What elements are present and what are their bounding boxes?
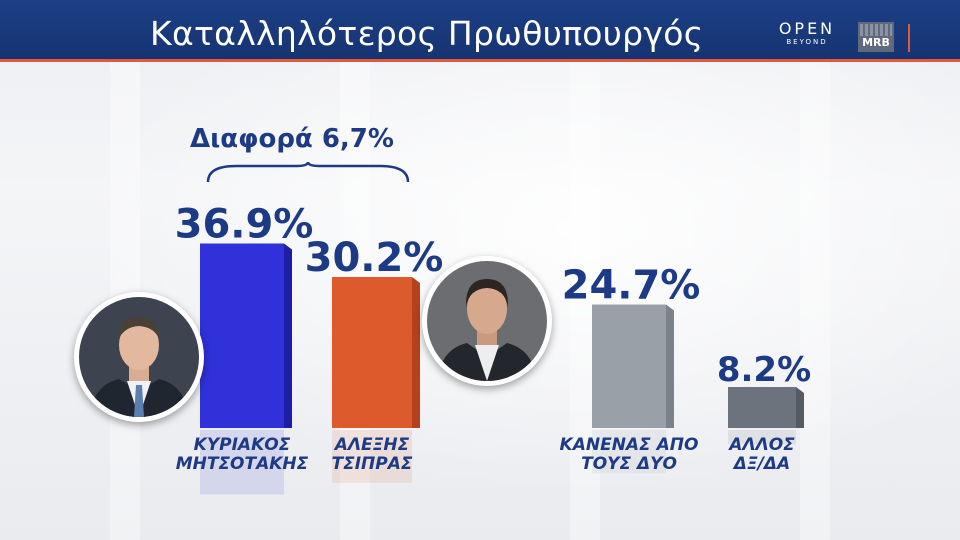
page-title: Καταλληλότερος Πρωθυπουργός [150, 14, 704, 53]
bar-reflection-3 [728, 430, 796, 445]
mitsotakis-photo [79, 297, 199, 417]
mrb-logo: MRB [858, 22, 894, 52]
value-label-2: 24.7% [562, 263, 701, 309]
category-label-0-0: ΚΥΡΙΑΚΟΣ [194, 435, 291, 455]
bar-side-0 [284, 243, 292, 428]
category-label-3-0: ΑΛΛΟΣ [727, 435, 795, 455]
bar-reflection-0 [200, 430, 284, 495]
difference-brace [206, 162, 410, 183]
logo-open-subtext: BEYOND [786, 38, 828, 46]
difference-label: Διαφορά 6,7% [190, 124, 394, 154]
value-label-3: 8.2% [717, 350, 811, 390]
bar-side-3 [796, 387, 804, 428]
bar-reflection-1 [332, 430, 412, 483]
header-bar: Καταλληλότερος Πρωθυπουργός OPEN BEYOND … [0, 0, 960, 62]
category-label-1-0: ΑΛΕΞΗΣ [333, 435, 410, 455]
bar-reflection-2 [592, 430, 666, 474]
bar-0 [200, 243, 284, 428]
bar-1 [332, 277, 412, 428]
bar-side-1 [412, 277, 420, 428]
category-label-2-1: ΤΟΥΣ ΔΥΟ [581, 454, 677, 474]
logo-open-text: OPEN [778, 19, 836, 38]
category-label-0-1: ΜΗΤΣΟΤΑΚΗΣ [176, 454, 309, 474]
bar-3 [728, 387, 796, 428]
portrait-tsipras [422, 256, 552, 386]
bar-2 [592, 304, 666, 428]
portrait-mitsotakis [74, 292, 204, 422]
value-label-0: 36.9% [175, 202, 314, 248]
header-divider [908, 24, 910, 52]
open-beyond-logo: OPEN BEYOND [772, 20, 842, 54]
category-label-2-0: ΚΑΝΕΝΑΣ ΑΠΟ [560, 435, 699, 455]
category-label-1-1: ΤΣΙΠΡΑΣ [332, 454, 413, 474]
tsipras-photo [427, 261, 547, 381]
value-label-1: 30.2% [305, 235, 444, 281]
bar-side-2 [666, 304, 674, 428]
category-label-3-1: ΔΞ/ΔΑ [732, 454, 790, 474]
